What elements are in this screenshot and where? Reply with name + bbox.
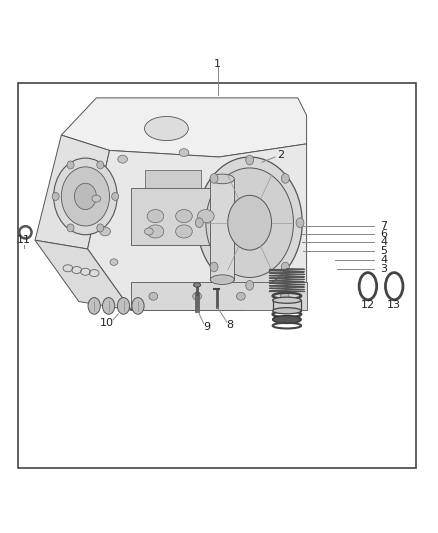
Ellipse shape: [272, 308, 301, 314]
Ellipse shape: [272, 316, 301, 324]
Ellipse shape: [52, 192, 59, 200]
Polygon shape: [88, 144, 307, 310]
Ellipse shape: [67, 224, 74, 232]
Text: 11: 11: [17, 235, 31, 245]
Polygon shape: [35, 240, 131, 310]
Ellipse shape: [210, 275, 234, 285]
Ellipse shape: [210, 262, 218, 272]
Text: 4: 4: [381, 255, 388, 265]
Ellipse shape: [110, 259, 118, 265]
Text: 8: 8: [226, 320, 233, 330]
Bar: [18, 83, 416, 468]
Ellipse shape: [132, 297, 144, 314]
Ellipse shape: [281, 174, 289, 183]
Ellipse shape: [145, 117, 188, 141]
Text: 7: 7: [381, 221, 388, 231]
Polygon shape: [131, 188, 228, 245]
Text: 13: 13: [387, 300, 401, 310]
Text: 4: 4: [381, 237, 388, 247]
Polygon shape: [145, 170, 201, 188]
Ellipse shape: [210, 174, 218, 183]
Ellipse shape: [228, 195, 272, 250]
Ellipse shape: [176, 209, 192, 223]
Ellipse shape: [149, 292, 158, 300]
Ellipse shape: [176, 225, 192, 238]
Ellipse shape: [145, 228, 153, 235]
Ellipse shape: [296, 218, 304, 228]
Ellipse shape: [147, 225, 164, 238]
Ellipse shape: [67, 161, 74, 169]
Ellipse shape: [88, 297, 100, 314]
Ellipse shape: [61, 167, 110, 226]
Ellipse shape: [246, 280, 254, 290]
Ellipse shape: [281, 262, 289, 272]
Ellipse shape: [280, 292, 289, 300]
Ellipse shape: [97, 161, 104, 169]
Ellipse shape: [92, 195, 101, 202]
Ellipse shape: [198, 209, 214, 223]
Text: 1: 1: [214, 59, 221, 69]
Ellipse shape: [102, 297, 115, 314]
Ellipse shape: [97, 224, 104, 232]
Ellipse shape: [118, 155, 127, 163]
Text: 2: 2: [277, 150, 284, 160]
Ellipse shape: [117, 297, 130, 314]
Ellipse shape: [53, 158, 117, 235]
Ellipse shape: [210, 174, 234, 184]
Polygon shape: [131, 282, 307, 310]
Ellipse shape: [193, 292, 201, 300]
Ellipse shape: [237, 292, 245, 300]
Text: 9: 9: [203, 321, 210, 332]
Ellipse shape: [197, 157, 302, 288]
Ellipse shape: [272, 297, 301, 303]
Text: 12: 12: [361, 300, 375, 310]
Ellipse shape: [194, 282, 201, 287]
Polygon shape: [210, 179, 234, 280]
Text: 6: 6: [381, 229, 388, 239]
Ellipse shape: [246, 155, 254, 165]
Ellipse shape: [206, 168, 293, 278]
Ellipse shape: [147, 209, 164, 223]
Ellipse shape: [74, 183, 96, 209]
Text: 3: 3: [381, 264, 388, 273]
Ellipse shape: [99, 227, 110, 236]
Ellipse shape: [112, 192, 119, 200]
Ellipse shape: [179, 149, 189, 157]
Ellipse shape: [195, 218, 203, 228]
Polygon shape: [35, 135, 110, 249]
Polygon shape: [61, 98, 307, 157]
Polygon shape: [272, 300, 301, 311]
Text: 10: 10: [100, 318, 114, 328]
Text: 5: 5: [381, 246, 388, 256]
